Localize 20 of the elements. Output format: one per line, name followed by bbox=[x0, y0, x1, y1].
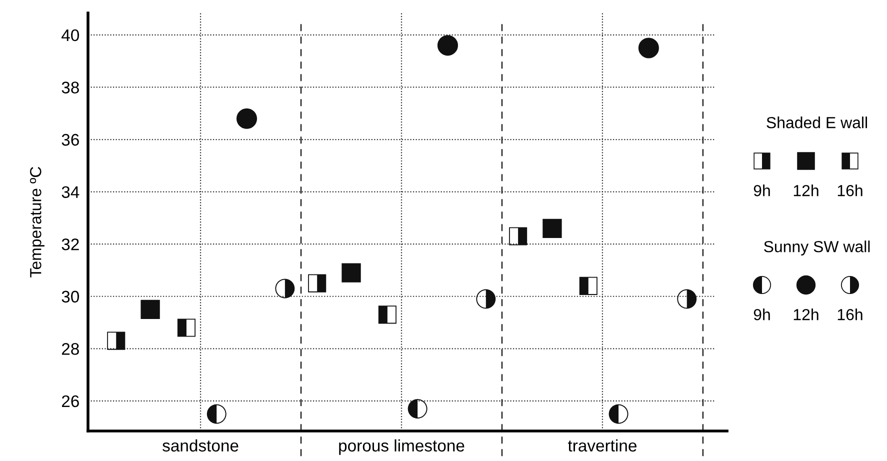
x-tick-label: sandstone bbox=[162, 439, 238, 452]
y-axis-title: Temperature ºC bbox=[30, 166, 44, 278]
y-tick-label: 28 bbox=[62, 343, 79, 355]
y-tick-label: 38 bbox=[62, 82, 79, 94]
y-tick-label: 36 bbox=[62, 134, 79, 146]
legend-label: 9h bbox=[754, 184, 770, 196]
y-tick-label: 34 bbox=[62, 186, 80, 198]
y-tick-label: 30 bbox=[62, 290, 80, 303]
x-tick-label: porous limestone bbox=[339, 439, 464, 455]
legend-label: 9h bbox=[754, 308, 770, 320]
x-tick-label: travertine bbox=[568, 439, 636, 452]
legend-label: 12h bbox=[794, 308, 818, 320]
y-tick-label: 26 bbox=[62, 395, 79, 408]
text: Shaded E wall bbox=[766, 116, 867, 128]
legend-label: 12h bbox=[794, 184, 818, 196]
legend-label: 16h bbox=[838, 184, 862, 196]
text: Sunny SW wall bbox=[764, 240, 870, 256]
legend-label: 16h bbox=[838, 308, 862, 320]
y-tick-label: 40 bbox=[62, 29, 80, 42]
y-tick-label: 32 bbox=[62, 238, 79, 250]
